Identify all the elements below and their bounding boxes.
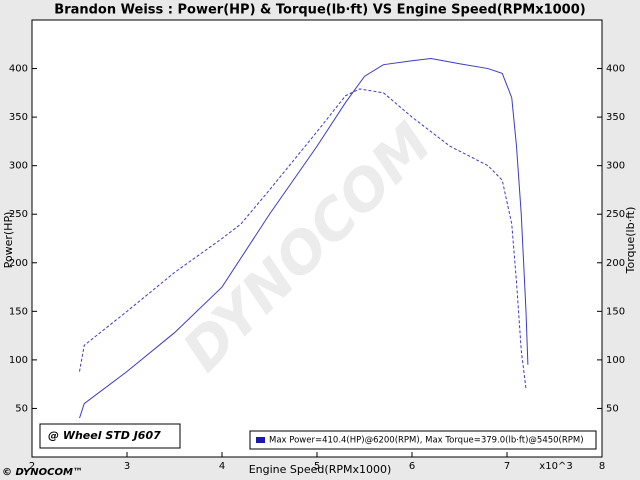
y2-axis-label: Torque(lb·ft) [624,207,637,275]
x-tick-label: 4 [219,461,225,472]
y-tick-label: 250 [9,209,28,220]
logo: © DYNOCOM™ [2,467,83,478]
y-tick-label: 200 [9,258,28,269]
y2-tick-label: 350 [606,112,625,123]
x-unit: x10^3 [539,461,572,472]
y-tick-label: 350 [9,112,28,123]
y-axis-label: Power(HP) [2,212,15,269]
x-tick-label: 7 [504,461,510,472]
y-tick-label: 100 [9,355,28,366]
power-line [79,57,529,419]
x-tick-label: 3 [124,461,130,472]
y2-tick-label: 150 [606,306,625,317]
y-tick-label: 150 [9,306,28,317]
x-axis-label: Engine Speed(RPMx1000) [249,463,392,476]
torque-line [79,88,527,390]
annotation-box [39,423,181,449]
plot-area [31,19,603,458]
y2-tick-label: 400 [606,64,625,75]
annotation: @ Wheel STD J607 [48,429,161,442]
y2-tick-label: 250 [606,209,625,220]
legend-text: Max Power=410.4(HP)@6200(RPM), Max Torqu… [269,436,584,446]
y2-tick-label: 50 [606,403,619,414]
y-tick-label: 50 [15,403,28,414]
y2-tick-label: 300 [606,161,625,172]
x-tick-label: 5 [314,461,320,472]
chart-title: Brandon Weiss : Power(HP) & Torque(lb·ft… [54,3,585,18]
legend-swatch [256,437,265,443]
x-tick-label: 6 [409,461,415,472]
y2-tick-label: 100 [606,355,625,366]
x-tick-label: 8 [599,461,605,472]
y-tick-label: 300 [9,161,28,172]
legend-box [249,430,597,450]
y2-tick-label: 200 [606,258,625,269]
y-tick-label: 400 [9,64,28,75]
x-tick-label: 2 [29,461,35,472]
